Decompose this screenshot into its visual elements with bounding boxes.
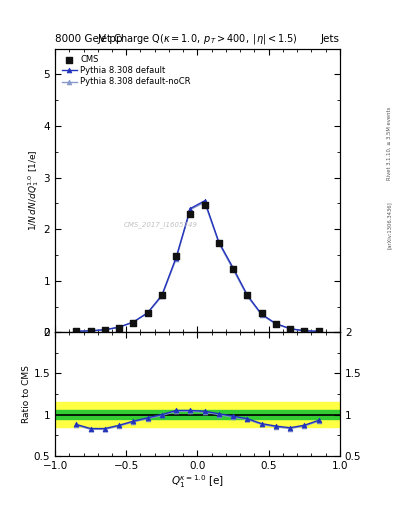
Pythia 8.308 default bbox=[174, 254, 178, 261]
Pythia 8.308 default-noCR bbox=[202, 199, 207, 205]
Text: [arXiv:1306.3436]: [arXiv:1306.3436] bbox=[387, 201, 392, 249]
CMS bbox=[287, 325, 293, 333]
CMS bbox=[88, 327, 94, 335]
CMS bbox=[73, 327, 79, 335]
Pythia 8.308 default-noCR bbox=[274, 321, 278, 327]
Pythia 8.308 default bbox=[217, 239, 221, 245]
Pythia 8.308 default-noCR bbox=[231, 266, 235, 272]
Legend: CMS, Pythia 8.308 default, Pythia 8.308 default-noCR: CMS, Pythia 8.308 default, Pythia 8.308 … bbox=[59, 53, 193, 89]
CMS bbox=[145, 309, 151, 317]
Text: CMS_2017_I1605749: CMS_2017_I1605749 bbox=[123, 221, 197, 228]
Pythia 8.308 default bbox=[145, 310, 150, 316]
Pythia 8.308 default bbox=[259, 311, 264, 317]
Pythia 8.308 default bbox=[160, 292, 164, 298]
Bar bbox=[55, 411, 340, 419]
Bar bbox=[55, 402, 340, 427]
Line: Pythia 8.308 default-noCR: Pythia 8.308 default-noCR bbox=[74, 200, 321, 334]
CMS bbox=[244, 291, 250, 299]
Pythia 8.308 default bbox=[245, 292, 250, 298]
Pythia 8.308 default bbox=[88, 328, 93, 334]
Pythia 8.308 default bbox=[74, 328, 79, 334]
Text: Jet Charge Q$(\kappa{=}1.0,\;p_T{>}400,\;|\eta|{<}1.5)$: Jet Charge Q$(\kappa{=}1.0,\;p_T{>}400,\… bbox=[97, 32, 298, 46]
CMS bbox=[173, 252, 179, 260]
Pythia 8.308 default-noCR bbox=[88, 328, 93, 334]
Y-axis label: Ratio to CMS: Ratio to CMS bbox=[22, 365, 31, 423]
Pythia 8.308 default-noCR bbox=[131, 319, 136, 325]
Pythia 8.308 default bbox=[274, 321, 278, 327]
Pythia 8.308 default-noCR bbox=[160, 293, 164, 300]
CMS bbox=[116, 324, 122, 332]
CMS bbox=[202, 201, 208, 209]
CMS bbox=[102, 326, 108, 334]
X-axis label: $Q_1^{\kappa=1.0}$ [e]: $Q_1^{\kappa=1.0}$ [e] bbox=[171, 473, 224, 490]
Pythia 8.308 default-noCR bbox=[117, 324, 121, 330]
Pythia 8.308 default bbox=[188, 205, 193, 211]
Pythia 8.308 default bbox=[316, 328, 321, 334]
Pythia 8.308 default-noCR bbox=[259, 312, 264, 318]
CMS bbox=[159, 291, 165, 300]
CMS bbox=[273, 319, 279, 328]
Pythia 8.308 default bbox=[302, 328, 307, 334]
Pythia 8.308 default-noCR bbox=[316, 328, 321, 334]
Text: 8000 GeV pp: 8000 GeV pp bbox=[55, 33, 123, 44]
Pythia 8.308 default-noCR bbox=[74, 328, 79, 334]
CMS bbox=[130, 318, 136, 327]
Text: Rivet 3.1.10, ≥ 3.5M events: Rivet 3.1.10, ≥ 3.5M events bbox=[387, 106, 392, 180]
CMS bbox=[230, 265, 236, 273]
Pythia 8.308 default-noCR bbox=[217, 240, 221, 246]
CMS bbox=[301, 327, 307, 335]
Pythia 8.308 default-noCR bbox=[302, 328, 307, 334]
Pythia 8.308 default bbox=[202, 198, 207, 204]
Pythia 8.308 default-noCR bbox=[145, 310, 150, 316]
Pythia 8.308 default bbox=[131, 319, 136, 325]
CMS bbox=[216, 239, 222, 247]
Line: Pythia 8.308 default: Pythia 8.308 default bbox=[74, 198, 321, 334]
Pythia 8.308 default-noCR bbox=[174, 256, 178, 262]
Pythia 8.308 default bbox=[103, 327, 107, 333]
Text: Jets: Jets bbox=[321, 33, 340, 44]
Pythia 8.308 default-noCR bbox=[188, 206, 193, 212]
Pythia 8.308 default bbox=[288, 326, 292, 332]
Pythia 8.308 default bbox=[231, 265, 235, 271]
Pythia 8.308 default-noCR bbox=[103, 327, 107, 333]
CMS bbox=[316, 327, 322, 335]
Pythia 8.308 default-noCR bbox=[288, 326, 292, 332]
CMS bbox=[259, 309, 265, 317]
Pythia 8.308 default bbox=[117, 324, 121, 330]
Pythia 8.308 default-noCR bbox=[245, 293, 250, 300]
Y-axis label: $1/N\,dN/dQ_1^{1.0}$ [1/e]: $1/N\,dN/dQ_1^{1.0}$ [1/e] bbox=[26, 150, 41, 231]
CMS bbox=[187, 209, 193, 218]
